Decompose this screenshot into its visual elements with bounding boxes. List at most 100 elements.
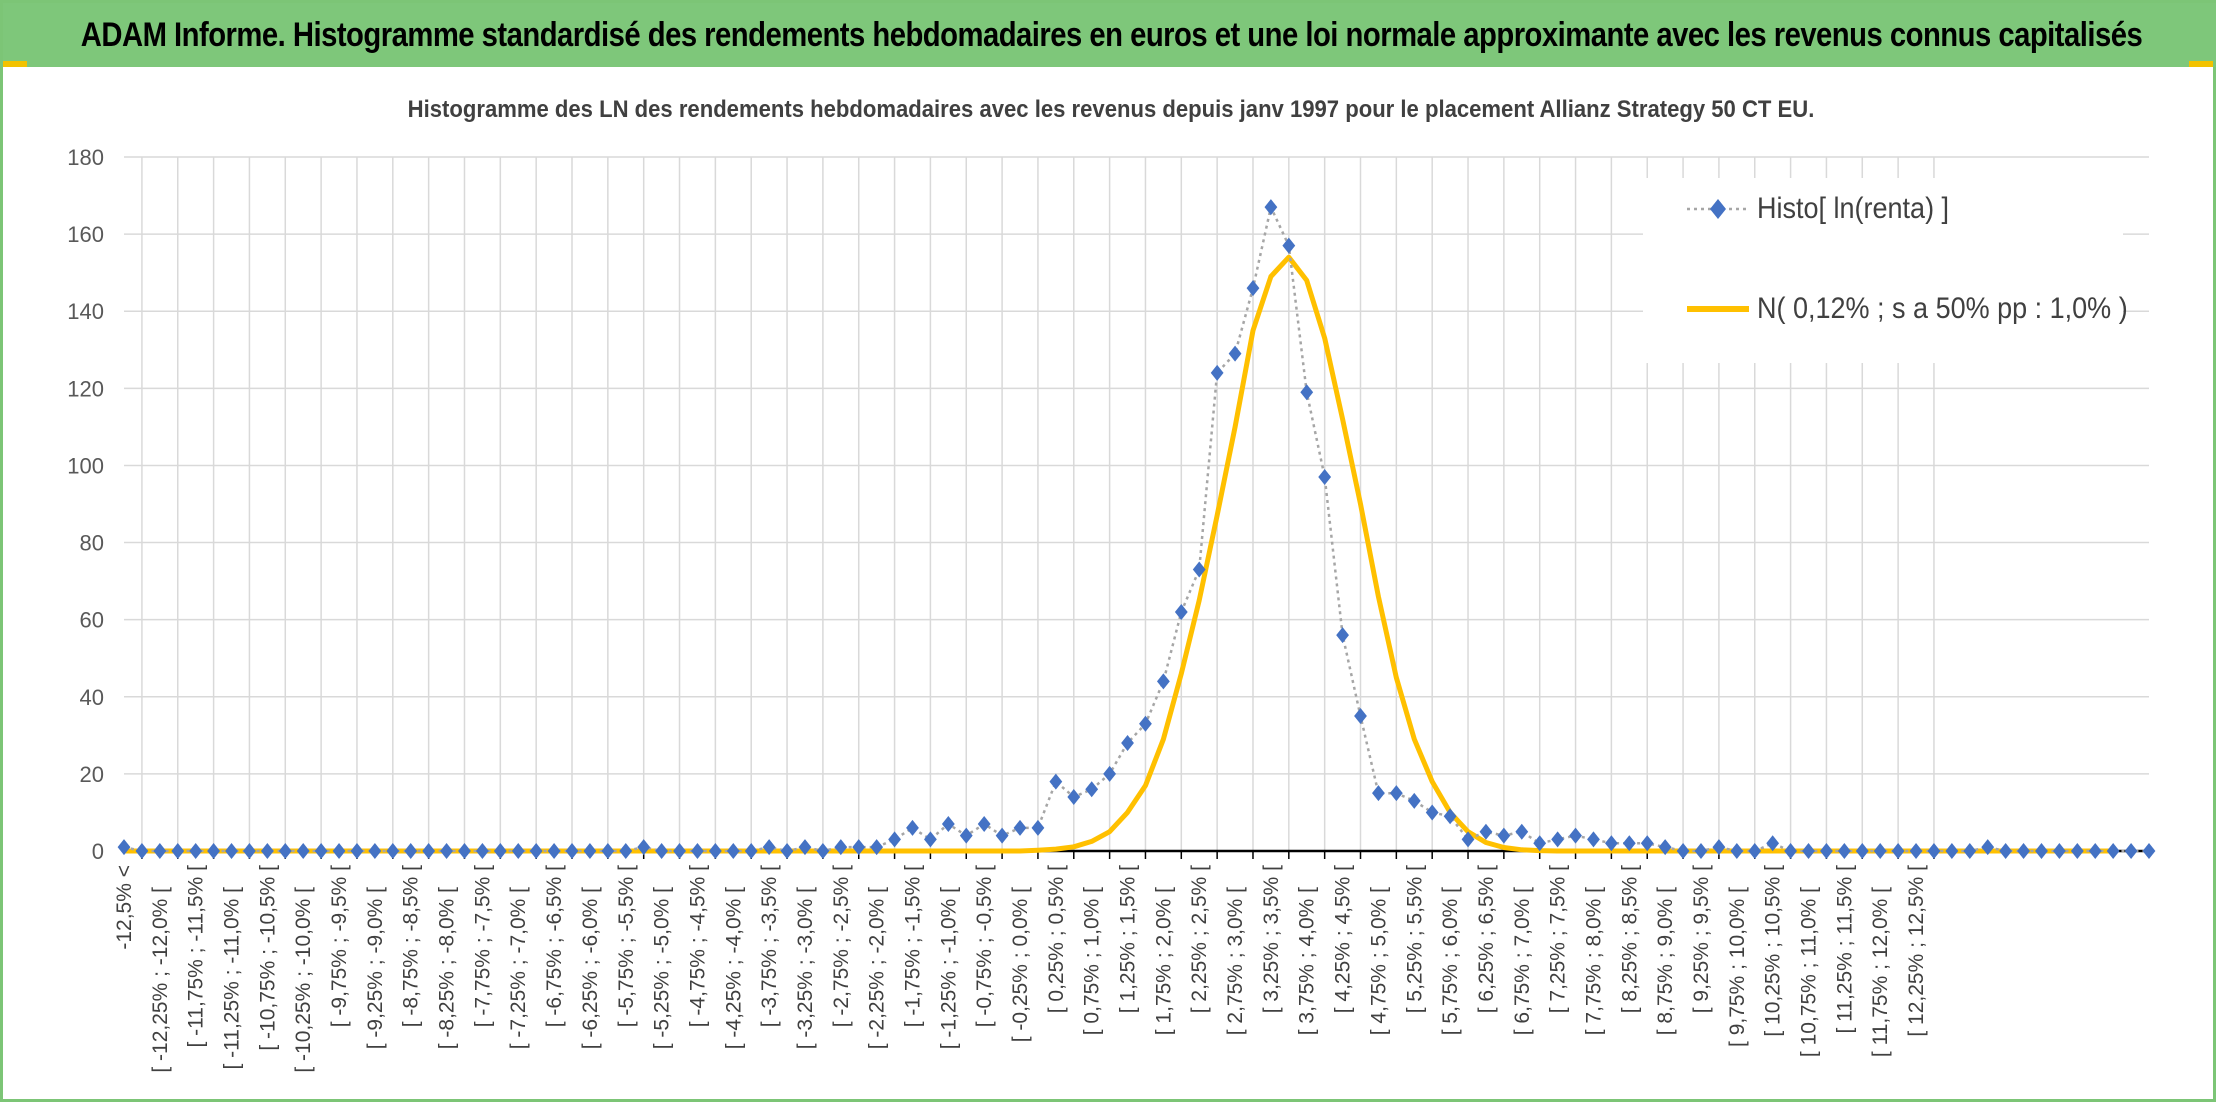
histo-point <box>762 839 776 856</box>
x-tick-label: [ 6,25% ; 6,5% [ <box>1475 865 1498 1013</box>
histo-point <box>1658 839 1672 856</box>
histo-point <box>1622 835 1636 852</box>
histo-point <box>1587 831 1600 848</box>
histo-point <box>1569 827 1582 844</box>
x-tick-label: [ -0,75% ; -0,5% [ <box>973 865 996 1027</box>
x-tick-label: [ -11,25% ; -11,0% [ <box>221 887 244 1070</box>
histo-point <box>547 843 561 859</box>
histo-point <box>1407 792 1421 809</box>
histo-point <box>1891 843 1905 859</box>
histo-point <box>476 843 489 859</box>
x-tick-label: [ -5,75% ; -5,5% [ <box>615 865 638 1027</box>
histo-point <box>332 843 346 859</box>
x-tick-label: [ -10,75% ; -10,5% [ <box>256 865 279 1051</box>
histo-point <box>153 843 167 859</box>
histo-point <box>1604 835 1618 852</box>
histo-point <box>1300 384 1314 401</box>
histo-point <box>243 843 256 859</box>
histo-point <box>1210 364 1224 381</box>
histo-point <box>1730 843 1744 859</box>
histo-point <box>529 843 543 859</box>
histo-point <box>171 843 185 859</box>
x-tick-label: [ 9,25% ; 9,5% [ <box>1690 865 1713 1013</box>
histo-point <box>959 827 973 844</box>
histo-point <box>1318 469 1332 486</box>
histo-point <box>1336 627 1349 644</box>
x-tick-label: [ 0,25% ; 0,5% [ <box>1045 865 1068 1013</box>
histo-point <box>1820 843 1833 859</box>
histo-point <box>350 843 364 859</box>
x-tick-label: -12,5% < <box>113 865 136 950</box>
x-tick-label: [ 11,75% ; 12,0% [ <box>1869 887 1892 1057</box>
histo-point <box>1013 819 1027 836</box>
x-tick-label: [ 1,25% ; 1,5% [ <box>1117 865 1140 1013</box>
legend-label-histo: Histo[ ln(renta) ] <box>1757 192 1950 225</box>
y-tick-label: 160 <box>67 222 104 247</box>
x-tick-label: [ -9,25% ; -9,0% [ <box>364 887 387 1049</box>
histo-point <box>1748 843 1762 859</box>
histo-point <box>1515 823 1529 840</box>
histo-point <box>1461 831 1475 848</box>
x-tick-label: [ -2,25% ; -2,0% [ <box>866 887 889 1049</box>
y-tick-label: 120 <box>67 376 104 401</box>
histo-point <box>977 816 991 833</box>
histo-point <box>1282 237 1296 254</box>
x-tick-label: [ 0,75% ; 1,0% [ <box>1081 887 1104 1035</box>
histo-point <box>458 843 471 859</box>
x-tick-label: [ -3,25% ; -3,0% [ <box>794 887 817 1049</box>
histo-point <box>906 819 919 836</box>
histo-point <box>744 843 758 859</box>
x-tick-label: [ 2,25% ; 2,5% [ <box>1188 865 1211 1013</box>
histo-point <box>888 831 901 848</box>
x-tick-label: [ -10,25% ; -10,0% [ <box>292 887 315 1073</box>
x-tick-label: [ 3,75% ; 4,0% [ <box>1296 887 1319 1035</box>
chart-plot: 0 20 40 60 80 100 120 140 160 180 -12,5% < [ -12,2… <box>67 145 2156 1073</box>
x-tick-label: [ -3,75% ; -3,5% [ <box>758 865 781 1027</box>
x-tick-label: [ 10,75% ; 11,0% [ <box>1798 887 1821 1057</box>
histo-point <box>1174 603 1188 620</box>
histo-point <box>1909 843 1923 859</box>
x-tick-label: [ 8,75% ; 9,0% [ <box>1654 887 1677 1035</box>
x-tick-label: [ -0,25% ; 0,0% [ <box>1009 887 1032 1042</box>
histo-point <box>565 843 579 859</box>
y-tick-label: 0 <box>92 839 104 864</box>
histo-point <box>386 843 400 859</box>
histo-point <box>1676 843 1690 859</box>
histo-point <box>1802 843 1815 859</box>
histo-point <box>1139 715 1152 732</box>
histo-point <box>637 839 651 856</box>
histo-point <box>117 839 131 856</box>
x-tick-label: [ 8,25% ; 8,5% [ <box>1618 865 1641 1013</box>
histo-point <box>511 843 525 859</box>
histo-point <box>1354 708 1367 725</box>
histo-point <box>225 843 238 859</box>
series-histo <box>117 199 2156 859</box>
x-axis-ticks: -12,5% < [ -12,25% ; -12,0% [[ -11,75% ; … <box>113 851 1935 1073</box>
histo-point <box>816 843 830 859</box>
x-tick-label: [ -7,25% ; -7,0% [ <box>507 887 530 1049</box>
histo-point <box>834 839 848 856</box>
x-tick-label: [ 11,25% ; 11,5% [ <box>1833 865 1856 1034</box>
histo-point <box>296 843 310 859</box>
histo-point <box>1837 843 1851 859</box>
histo-point <box>1192 561 1206 578</box>
x-tick-label: [ -8,25% ; -8,0% [ <box>436 887 459 1049</box>
histo-point <box>1694 843 1708 859</box>
histo-point <box>1945 843 1959 859</box>
x-tick-label: [ 9,75% ; 10,0% [ <box>1726 887 1749 1047</box>
histo-point <box>1640 835 1654 852</box>
x-tick-label: [ 3,25% ; 3,5% [ <box>1260 865 1283 1013</box>
histo-point <box>1049 773 1063 790</box>
histo-point <box>1873 843 1887 859</box>
x-tick-label: [ 4,75% ; 5,0% [ <box>1367 887 1390 1035</box>
histo-point <box>135 843 149 859</box>
x-tick-label: [ -9,75% ; -9,5% [ <box>328 865 351 1027</box>
histo-point <box>2142 843 2156 859</box>
x-tick-label: [ 2,75% ; 3,0% [ <box>1224 887 1247 1035</box>
x-tick-label: [ 5,25% ; 5,5% [ <box>1403 865 1426 1013</box>
x-tick-label: [ 10,25% ; 10,5% [ <box>1762 865 1785 1037</box>
y-axis-ticks: 0 20 40 60 80 100 120 140 160 180 <box>67 145 104 864</box>
histo-point <box>1999 843 2013 859</box>
histo-point <box>1425 804 1439 821</box>
